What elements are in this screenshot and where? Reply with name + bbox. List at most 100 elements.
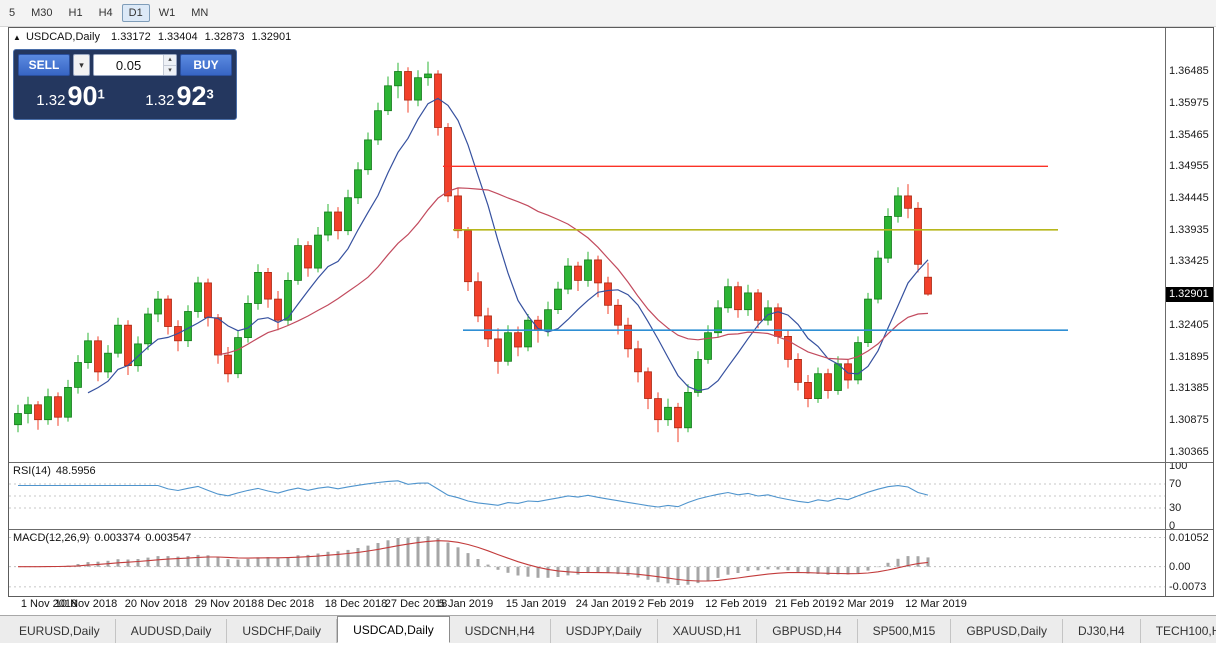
macd-label: MACD(12,26,9) 0.003374 0.003547 [13, 532, 196, 544]
macd-pane-row: MACD(12,26,9) 0.003374 0.003547 0.01052 0.0… [9, 529, 1213, 596]
date-axis-tick: 29 Nov 2018 [194, 598, 258, 610]
sell-price-display[interactable]: 1.32901 [18, 80, 123, 115]
date-axis-tick: 10 Nov 2018 [54, 598, 118, 610]
spinner-down-icon[interactable]: ▾ [164, 65, 176, 75]
macd-axis-tick: -0.0073 [1169, 580, 1207, 593]
timeframe-button-d1[interactable]: D1 [121, 4, 150, 22]
rsi-axis-tick: 70 [1169, 478, 1182, 490]
price-axis-tick: 1.31385 [1169, 382, 1209, 395]
date-axis-tick: 18 Dec 2018 [324, 598, 388, 610]
ohlc-high: 1.33404 [157, 31, 198, 43]
date-axis-tick: 27 Dec 2018 [384, 598, 448, 610]
sell-price-base: 1.32 [36, 92, 66, 109]
chart-tab-gbpusd-daily[interactable]: GBPUSD,Daily [951, 619, 1064, 643]
timeframe-button-m30[interactable]: M30 [31, 7, 53, 19]
chart-ohlc-header: ▲ USDCAD,Daily 1.33172 1.33404 1.32873 1… [13, 31, 295, 43]
buy-price-pips: 92 [176, 81, 207, 111]
price-axis[interactable]: 1.32901 1.36485 1.35975 1.35465 1.34955 1.34… [1165, 28, 1213, 462]
date-axis-tick: 2 Mar 2019 [838, 598, 894, 610]
date-axis-tick: 15 Jan 2019 [505, 598, 567, 610]
timeframe-button-w1[interactable]: W1 [158, 7, 176, 19]
volume-dropdown-button[interactable]: ▾ [73, 54, 90, 76]
macd-signal-value: 0.003547 [145, 532, 192, 544]
date-axis-tick: 5 Jan 2019 [438, 598, 494, 610]
price-axis-tick: 1.30365 [1169, 445, 1209, 458]
trade-prices-row: 1.32901 1.32923 [18, 80, 232, 115]
volume-control: ▴ ▾ [93, 54, 177, 76]
chart-tab-usdcad-daily[interactable]: USDCAD,Daily [337, 616, 450, 643]
timeframe-button-mn[interactable]: MN [191, 7, 209, 19]
date-axis-tick: 12 Feb 2019 [705, 598, 767, 610]
chart-tabs-bar: EURUSD,Daily AUDUSD,Daily USDCHF,Daily USDC… [0, 615, 1216, 643]
macd-axis-tick: 0.01052 [1169, 531, 1209, 544]
date-axis-tick: 21 Feb 2019 [775, 598, 837, 610]
chart-tab-eurusd-daily[interactable]: EURUSD,Daily [4, 619, 116, 643]
candlestick-chart [14, 61, 1068, 443]
price-axis-tick: 1.31895 [1169, 350, 1209, 363]
buy-price-base: 1.32 [145, 92, 175, 109]
ohlc-open: 1.33172 [111, 31, 151, 43]
rsi-pane-row: RSI(14) 48.5956 100 70 30 0 [9, 462, 1213, 529]
buy-button[interactable]: BUY [180, 54, 232, 76]
price-axis-tick: 1.33425 [1169, 255, 1209, 268]
rsi-axis-tick: 30 [1169, 502, 1182, 514]
chart-tab-usdchf-daily[interactable]: USDCHF,Daily [227, 619, 338, 643]
volume-input[interactable] [94, 55, 164, 75]
price-axis-tick: 1.35975 [1169, 96, 1209, 109]
oneclick-collapse-icon[interactable]: ▲ [13, 33, 21, 42]
price-axis-tick: 1.33935 [1169, 223, 1209, 236]
buy-price-display[interactable]: 1.32923 [127, 80, 232, 115]
current-price-badge: 1.32901 [1166, 287, 1213, 303]
chart-tab-tech100-h1[interactable]: TECH100,H1 [1141, 619, 1216, 643]
date-axis-tick: 8 Dec 2018 [257, 598, 315, 610]
chart-tab-usdcnh-h4[interactable]: USDCNH,H4 [450, 619, 551, 643]
price-axis-tick: 1.34445 [1169, 192, 1209, 205]
price-axis-tick: 1.32405 [1169, 318, 1209, 331]
price-axis-tick: 1.35465 [1169, 128, 1209, 141]
timeframe-button-5[interactable]: 5 [9, 7, 16, 19]
chart-tab-gbpusd-h4[interactable]: GBPUSD,H4 [757, 619, 858, 643]
trade-controls-row: SELL ▾ ▴ ▾ BUY [18, 54, 232, 76]
date-axis-tick: 1 Nov 2018 [20, 598, 78, 610]
rsi-indicator-value: 48.5956 [55, 465, 96, 477]
date-axis-tick: 12 Mar 2019 [905, 598, 967, 610]
date-axis-tick: 20 Nov 2018 [124, 598, 188, 610]
macd-panel[interactable]: MACD(12,26,9) 0.003374 0.003547 [9, 530, 1165, 596]
macd-indicator-name: MACD(12,26,9) [13, 532, 90, 544]
spinner-up-icon[interactable]: ▴ [164, 55, 176, 66]
buy-price-point: 3 [206, 86, 214, 102]
price-axis-tick: 1.30875 [1169, 414, 1209, 427]
chart-tab-usdjpy-daily[interactable]: USDJPY,Daily [551, 619, 658, 643]
sell-price-point: 1 [97, 86, 105, 102]
rsi-axis-tick: 0 [1169, 520, 1176, 529]
chevron-down-icon: ▾ [79, 60, 84, 70]
timeframe-button-h4[interactable]: H4 [98, 7, 113, 19]
chart-tab-sp500-m15[interactable]: SP500,M15 [858, 619, 952, 643]
timeframe-button-h1[interactable]: H1 [68, 7, 83, 19]
rsi-axis[interactable]: 100 70 30 0 [1165, 463, 1213, 529]
date-axis-tick: 2 Feb 2019 [638, 598, 694, 610]
date-axis-tick: 24 Jan 2019 [575, 598, 637, 610]
chart-tab-xauusd-h1[interactable]: XAUUSD,H1 [658, 619, 758, 643]
macd-chart [9, 536, 1165, 588]
price-chart-plot[interactable]: ▲ USDCAD,Daily 1.33172 1.33404 1.32873 1… [9, 28, 1165, 462]
timeframe-toolbar: 5 M30 H1 H4 D1 W1 MN [0, 0, 1216, 27]
macd-axis[interactable]: 0.01052 0.00 -0.0073 [1165, 530, 1213, 596]
price-axis-tick: 1.36485 [1169, 65, 1209, 78]
rsi-panel[interactable]: RSI(14) 48.5956 [9, 463, 1165, 529]
chart-frame: ▲ USDCAD,Daily 1.33172 1.33404 1.32873 1… [8, 27, 1214, 597]
rsi-label: RSI(14) 48.5956 [13, 465, 101, 477]
date-axis[interactable]: 1 Nov 2018 10 Nov 2018 20 Nov 2018 29 Nov 2… [17, 597, 1173, 613]
macd-main-value: 0.003374 [94, 532, 141, 544]
chart-symbol-label: USDCAD,Daily [25, 31, 100, 43]
chart-window: ▲ USDCAD,Daily 1.33172 1.33404 1.32873 1… [8, 27, 1214, 613]
volume-spinner: ▴ ▾ [163, 55, 176, 75]
sell-button[interactable]: SELL [18, 54, 70, 76]
sell-price-pips: 90 [67, 81, 98, 111]
ohlc-low: 1.32873 [204, 31, 245, 43]
chart-tab-audusd-daily[interactable]: AUDUSD,Daily [116, 619, 228, 643]
macd-axis-tick: 0.00 [1169, 560, 1191, 573]
one-click-trading-panel: SELL ▾ ▴ ▾ BUY [13, 49, 237, 120]
price-axis-tick: 1.34955 [1169, 160, 1209, 173]
chart-tab-dj30-h4[interactable]: DJ30,H4 [1063, 619, 1141, 643]
